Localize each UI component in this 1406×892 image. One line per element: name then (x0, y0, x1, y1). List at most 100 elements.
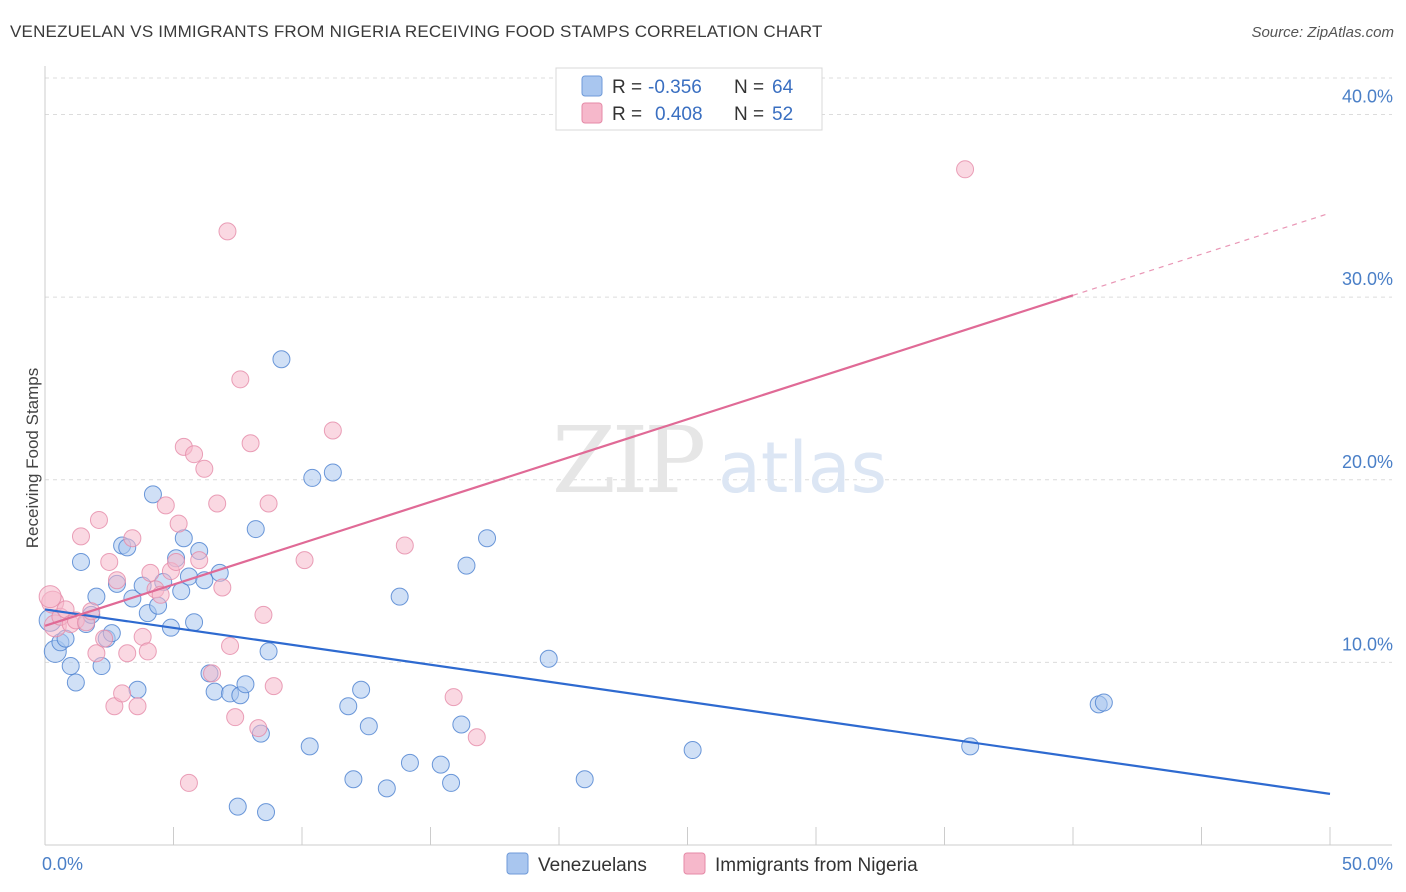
point-nigeria-42 (254, 605, 273, 624)
point-nigeria-41 (249, 719, 268, 738)
point-nigeria-11 (95, 629, 114, 648)
axes (44, 66, 1392, 846)
x-tick-label-1: 50.0% (1342, 854, 1393, 874)
point-nigeria-46 (323, 421, 342, 440)
point-nigeria-38 (226, 708, 245, 727)
point-nigeria-36 (218, 222, 237, 241)
legend-n-value-1: 64 (772, 77, 794, 98)
point-nigeria-17 (123, 529, 142, 548)
y-tick-label-3: 40.0% (1342, 87, 1393, 107)
point-venezuelans-17 (128, 680, 147, 699)
point-nigeria-49 (467, 728, 486, 747)
x-tick-labels: 0.0% 50.0% (42, 854, 1393, 874)
point-venezuelans-32 (205, 682, 224, 701)
point-nigeria-32 (195, 459, 214, 478)
point-nigeria-33 (203, 664, 222, 683)
point-venezuelans-40 (257, 803, 276, 822)
point-venezuelans-52 (400, 753, 419, 772)
point-nigeria-48 (444, 688, 463, 707)
point-nigeria-51 (38, 585, 62, 609)
point-venezuelans-42 (272, 350, 291, 369)
point-venezuelans-38 (246, 520, 265, 539)
point-nigeria-44 (264, 677, 283, 696)
y-axis-label: Receiving Food Stamps (23, 368, 42, 548)
point-nigeria-45 (295, 551, 314, 570)
point-venezuelans-58 (539, 649, 558, 668)
point-nigeria-10 (89, 510, 108, 529)
watermark: ZIP atlas (552, 407, 887, 514)
trend-line-venezuelans (44, 608, 1331, 795)
legend-swatch-venezuelans (581, 75, 603, 97)
point-venezuelans-46 (339, 697, 358, 716)
trend-line-nigeria (44, 294, 1074, 627)
point-venezuelans-45 (323, 463, 342, 482)
point-nigeria-9 (87, 644, 106, 663)
point-venezuelans-47 (344, 770, 363, 789)
chart-title: VENEZUELAN VS IMMIGRANTS FROM NIGERIA RE… (10, 22, 823, 41)
point-nigeria-21 (141, 563, 160, 582)
legend-r-value-1: -0.356 (648, 77, 702, 98)
point-venezuelans-57 (478, 529, 497, 548)
point-venezuelans-44 (303, 468, 322, 487)
point-venezuelans-20 (143, 485, 162, 504)
x-tick-label-0: 0.0% (42, 854, 83, 874)
point-nigeria-43 (259, 494, 278, 513)
point-venezuelans-43 (300, 737, 319, 756)
watermark-zip: ZIP (552, 407, 703, 514)
legend-n-label-2: N = (734, 104, 764, 125)
point-nigeria-14 (107, 571, 126, 590)
point-venezuelans-41 (259, 642, 278, 661)
point-venezuelans-60 (683, 741, 702, 760)
point-nigeria-37 (221, 636, 240, 655)
trend-extension-nigeria (1072, 212, 1331, 296)
point-venezuelans-59 (575, 770, 594, 789)
point-venezuelans-5 (66, 673, 85, 692)
point-nigeria-47 (395, 536, 414, 555)
point-venezuelans-35 (228, 797, 247, 816)
point-nigeria-12 (100, 552, 119, 571)
y-tick-labels: 10.0% 20.0% 30.0% 40.0% (1342, 87, 1393, 655)
legend-r-label-1: R = (612, 77, 642, 98)
point-nigeria-26 (167, 552, 186, 571)
point-nigeria-16 (118, 644, 137, 663)
point-nigeria-27 (169, 514, 188, 533)
point-nigeria-35 (213, 578, 232, 597)
point-nigeria-31 (190, 551, 209, 570)
bottom-legend-label-venezuelans: Venezuelans (538, 855, 647, 876)
point-nigeria-15 (113, 684, 132, 703)
point-nigeria-30 (185, 445, 204, 464)
point-venezuelans-6 (71, 552, 90, 571)
point-nigeria-34 (208, 494, 227, 513)
bottom-legend: Venezuelans Immigrants from Nigeria (506, 852, 918, 876)
watermark-atlas: atlas (718, 427, 887, 509)
y-tick-label-1: 20.0% (1342, 452, 1393, 472)
legend-n-value-2: 52 (772, 104, 793, 125)
point-nigeria-29 (179, 773, 198, 792)
legend-r-value-2: 0.408 (655, 104, 703, 125)
point-venezuelans-63 (1094, 693, 1113, 712)
grid (45, 77, 1392, 663)
bottom-legend-swatch-nigeria (683, 852, 706, 875)
point-venezuelans-49 (359, 717, 378, 736)
point-venezuelans-48 (352, 680, 371, 699)
point-nigeria-18 (128, 697, 147, 716)
point-venezuelans-55 (452, 715, 471, 734)
point-nigeria-50 (956, 160, 975, 179)
bottom-legend-swatch-venezuelans (506, 852, 529, 875)
point-nigeria-6 (71, 527, 90, 546)
legend-swatch-nigeria (581, 102, 603, 124)
point-nigeria-24 (156, 496, 175, 515)
point-venezuelans-37 (236, 675, 255, 694)
trend-lines (44, 212, 1331, 795)
point-venezuelans-28 (185, 613, 204, 632)
legend: R = -0.356 N = 64 R = 0.408 N = 52 (555, 67, 823, 131)
legend-r-label-2: R = (612, 104, 642, 125)
y-tick-label-0: 10.0% (1342, 634, 1393, 654)
bottom-legend-label-nigeria: Immigrants from Nigeria (715, 855, 918, 876)
legend-n-label-1: N = (734, 77, 764, 98)
point-nigeria-20 (138, 642, 157, 661)
point-nigeria-39 (231, 370, 250, 389)
point-venezuelans-50 (377, 779, 396, 798)
point-venezuelans-56 (457, 556, 476, 575)
